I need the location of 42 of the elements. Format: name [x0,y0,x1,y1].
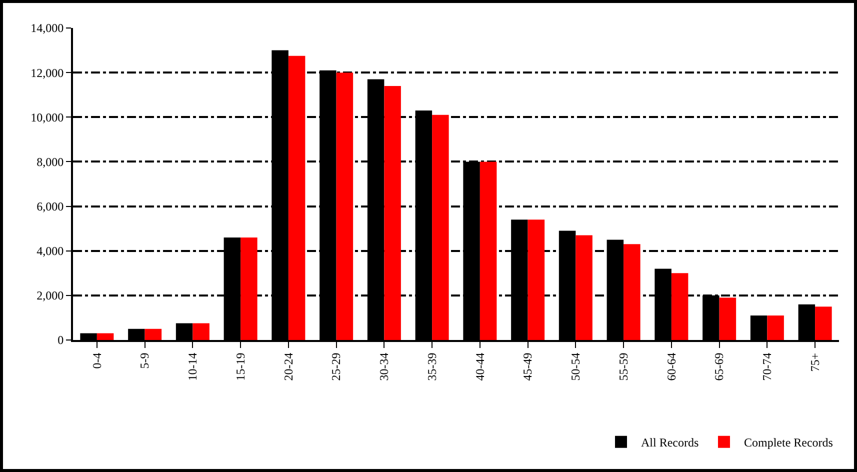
bar [192,323,210,340]
x-tick-label: 55-59 [616,352,630,381]
bar [96,333,114,340]
y-tick-label: 4,000 [36,244,64,258]
legend-label: All Records [641,436,699,450]
y-tick-label: 10,000 [30,110,64,124]
x-tick-label: 0-4 [90,352,104,369]
bar [384,86,401,340]
x-tick-label: 35-39 [424,352,439,381]
y-tick-label: 0 [58,333,64,348]
legend-label: Complete Records [744,436,834,450]
x-tick-label: 10-14 [186,352,200,381]
bar [528,220,545,340]
bar [288,56,306,340]
y-tick-label: 6,000 [36,199,64,214]
x-tick-label: 70-74 [760,352,774,381]
x-tick-label: 60-64 [664,352,678,381]
bar [336,72,354,340]
x-tick-label: 25-29 [329,352,344,381]
x-tick-label: 15-19 [233,352,248,381]
bar [671,273,688,340]
bar [624,244,640,340]
y-tick-label: 2,000 [36,288,64,303]
bar [144,328,162,340]
bar [576,235,592,340]
x-tick-label: 5-9 [138,352,152,369]
x-tick-label: 30-34 [377,352,392,381]
x-tick-label: 40-44 [472,352,487,381]
bar [240,237,258,340]
y-tick-label: 12,000 [30,66,64,80]
y-tick-label: 8,000 [36,154,64,169]
x-tick-label: 20-24 [281,352,296,381]
bar [480,162,497,340]
x-tick-label: 50-54 [568,352,583,381]
bar [815,306,832,340]
bar [719,298,736,340]
x-tick-label: 65-69 [712,352,726,381]
x-tick-label: 75+ [808,352,822,372]
bar [432,114,449,340]
bar [767,315,784,340]
x-tick-label: 45-49 [520,352,535,381]
y-tick-label: 14,000 [30,21,64,36]
